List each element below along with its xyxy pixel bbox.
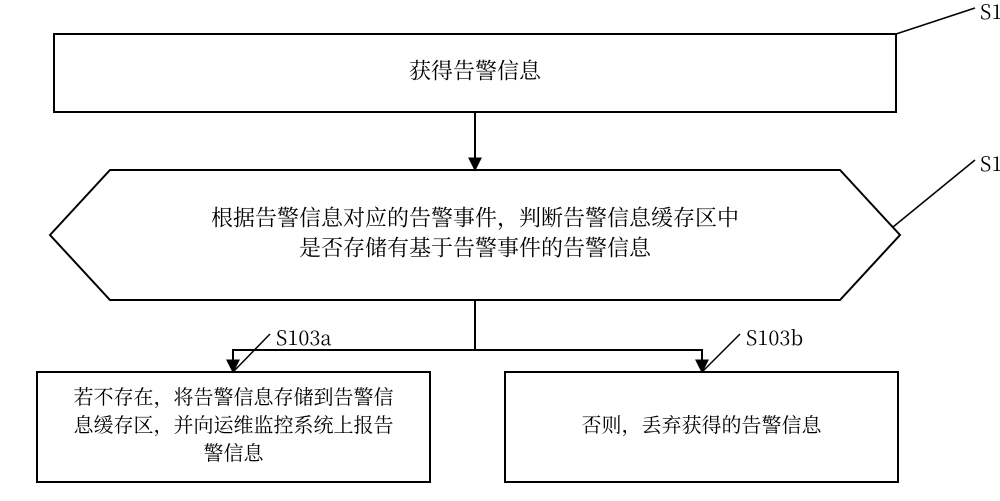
label-s102: S102 [980, 148, 1000, 177]
label-s101: S101 [980, 0, 1000, 25]
n3b-line0: 否则，丢弃获得的告警信息 [582, 409, 823, 438]
n2-line0: 根据告警信息对应的告警事件，判断告警信息缓存区中 [211, 202, 739, 233]
n3a-line0: 若不存在，将告警信息存储到告警信 [74, 381, 394, 410]
n3a-line2: 警信息 [204, 437, 265, 466]
n1-line0: 获得告警信息 [409, 55, 542, 86]
edge-n2-right [475, 300, 702, 372]
n3a-line1: 息缓存区，并向运维监控系统上报告 [74, 409, 394, 438]
label-s103a: S103a [276, 322, 331, 351]
label-s103b: S103b [746, 322, 803, 351]
n2-line1: 是否存储有基于告警事件的告警信息 [299, 232, 652, 263]
edge-n2-left [233, 300, 475, 372]
